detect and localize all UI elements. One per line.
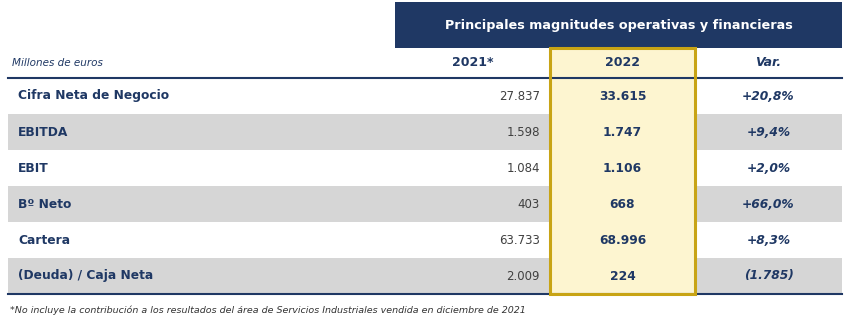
Text: 1.747: 1.747 (603, 125, 642, 138)
Bar (550, 258, 695, 294)
Text: 2.009: 2.009 (507, 269, 540, 282)
Bar (8, 150, 842, 186)
Bar (550, 48, 695, 78)
Text: 224: 224 (609, 269, 635, 282)
Text: +20,8%: +20,8% (742, 89, 795, 103)
Text: 403: 403 (518, 198, 540, 211)
Text: *No incluye la contribución a los resultados del área de Servicios Industriales : *No incluye la contribución a los result… (10, 305, 526, 315)
Bar (8, 78, 842, 114)
Text: 2021*: 2021* (451, 57, 493, 70)
Bar (550, 150, 695, 186)
Text: EBITDA: EBITDA (18, 125, 68, 138)
Text: Principales magnitudes operativas y financieras: Principales magnitudes operativas y fina… (445, 19, 792, 31)
Bar (8, 114, 842, 150)
Text: 668: 668 (609, 198, 635, 211)
Text: Bº Neto: Bº Neto (18, 198, 71, 211)
Text: 27.837: 27.837 (499, 89, 540, 103)
Text: Millones de euros: Millones de euros (12, 58, 103, 68)
Bar (8, 258, 842, 294)
Bar (8, 186, 842, 222)
Bar (550, 114, 695, 150)
Text: Cartera: Cartera (18, 233, 70, 247)
Text: +2,0%: +2,0% (746, 162, 790, 174)
Text: (1.785): (1.785) (744, 269, 793, 282)
Text: 1.106: 1.106 (603, 162, 642, 174)
Text: Cifra Neta de Negocio: Cifra Neta de Negocio (18, 89, 169, 103)
Text: EBIT: EBIT (18, 162, 48, 174)
Text: 1.598: 1.598 (507, 125, 540, 138)
Text: (Deuda) / Caja Neta: (Deuda) / Caja Neta (18, 269, 153, 282)
Bar (550, 186, 695, 222)
Text: 33.615: 33.615 (598, 89, 646, 103)
Bar (550, 222, 695, 258)
Bar (550, 78, 695, 114)
Text: 1.084: 1.084 (507, 162, 540, 174)
Text: +9,4%: +9,4% (746, 125, 790, 138)
Bar (8, 222, 842, 258)
Bar (395, 2, 842, 48)
Text: 2022: 2022 (605, 57, 640, 70)
Bar (550, 48, 695, 294)
Text: 68.996: 68.996 (599, 233, 646, 247)
Text: +66,0%: +66,0% (742, 198, 795, 211)
Bar (8, 48, 842, 78)
Text: 63.733: 63.733 (499, 233, 540, 247)
Text: +8,3%: +8,3% (746, 233, 790, 247)
Text: Var.: Var. (756, 57, 781, 70)
